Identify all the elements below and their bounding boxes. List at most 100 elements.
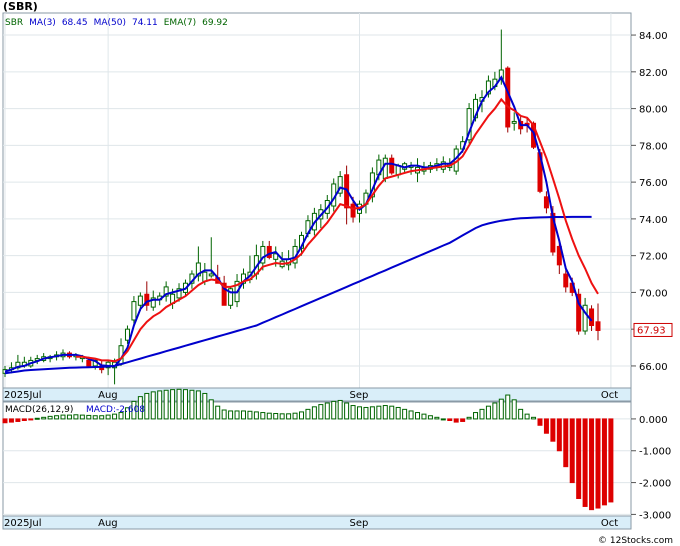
- macd-bar-positive: [466, 416, 472, 420]
- macd-bar-negative: [28, 418, 34, 421]
- macd-bar-positive: [305, 408, 311, 420]
- macd-bar-positive: [34, 417, 40, 420]
- price-tick-label: 76.00: [639, 178, 668, 189]
- macd-bar-negative: [2, 418, 8, 424]
- macd-bar-positive: [79, 414, 85, 420]
- price-panel-frame: [2, 12, 632, 389]
- macd-x-tick-label: 2025Jul: [4, 518, 42, 529]
- macd-bar-positive: [189, 389, 195, 420]
- macd-bar-negative: [582, 418, 588, 507]
- macd-bar-positive: [318, 404, 324, 420]
- macd-bar-positive: [253, 411, 259, 420]
- candle: [563, 266, 569, 293]
- candle: [176, 283, 182, 302]
- macd-bar-positive: [131, 400, 137, 420]
- macd-bar-positive: [105, 414, 111, 420]
- candle: [163, 281, 169, 302]
- candle-body-up: [176, 288, 182, 299]
- macd-bar-positive: [73, 414, 79, 420]
- candle: [556, 240, 562, 275]
- price-tick-label: 72.00: [639, 252, 668, 263]
- candle: [576, 288, 582, 335]
- price-tick-label: 82.00: [639, 68, 668, 79]
- macd-bar-positive: [369, 406, 375, 420]
- macd-label: MACD(26,12,9): [5, 405, 73, 415]
- macd-bar-positive: [518, 408, 524, 420]
- price-panel: 84.00 82.00 80.00 78.00 76.00 74.00 72.00 70.00…: [2, 12, 668, 389]
- macd-bar-positive: [247, 410, 253, 420]
- macd-bar-positive: [286, 413, 292, 420]
- candle: [195, 246, 201, 282]
- series-line-ma-50: [4, 215, 592, 375]
- macd-bar-positive: [273, 413, 279, 420]
- candle-body-down: [144, 293, 150, 306]
- price-tick-label: 80.00: [639, 105, 668, 116]
- candle-body-up: [131, 301, 137, 321]
- macd-tick-label: 0.000: [639, 415, 668, 426]
- candle-body-up: [337, 176, 343, 194]
- macd-tick-label: -3.000: [639, 510, 671, 521]
- macd-bar-positive: [157, 390, 163, 420]
- price-tick-label: 74.00: [639, 215, 668, 226]
- series-line-ma-3: [4, 75, 593, 373]
- macd-bar-positive: [228, 410, 234, 420]
- macd-bar-positive: [440, 418, 446, 421]
- macd-bar-positive: [47, 415, 53, 420]
- macd-bar-positive: [150, 391, 156, 420]
- last-price-tag-box: [633, 322, 673, 337]
- candle-body-up: [582, 304, 588, 332]
- macd-bar-positive: [498, 398, 504, 420]
- macd-bar-positive: [221, 409, 227, 420]
- macd-panel: 0.000 -1.000 -2.000 -3.000: [2, 388, 671, 521]
- candle-body-up: [382, 157, 388, 179]
- macd-bar-positive: [524, 413, 530, 420]
- macd-bar-positive: [137, 396, 143, 420]
- candle: [260, 240, 266, 271]
- macd-tick-label: -2.000: [639, 479, 671, 490]
- macd-bar-negative: [15, 418, 21, 422]
- macd-bar-positive: [124, 407, 130, 420]
- macd-bar-negative: [537, 418, 543, 426]
- macd-bar-positive: [260, 412, 266, 420]
- macd-bar-positive: [421, 413, 427, 420]
- candle-body-up: [208, 273, 214, 277]
- macd-bar-positive: [240, 410, 246, 420]
- macd-bar-positive: [382, 405, 388, 420]
- macd-x-tick-label: Aug: [98, 518, 118, 529]
- macd-bar-positive: [195, 390, 201, 420]
- macd-bar-positive: [299, 411, 304, 420]
- price-x-axis: 2025Jul Aug Sep Oct: [4, 390, 618, 401]
- macd-bar-positive: [208, 399, 214, 420]
- macd-bar-positive: [331, 400, 337, 420]
- macd-bar-positive: [479, 408, 485, 420]
- macd-bar-positive: [176, 388, 182, 420]
- macd-value-label: MACD:-2.608: [86, 405, 145, 415]
- macd-bar-positive: [266, 412, 272, 420]
- legend-entry: 68.45: [62, 18, 88, 28]
- candle-body-up: [137, 295, 143, 306]
- macd-x-axis-band: [2, 515, 632, 530]
- macd-bar-positive: [376, 405, 382, 420]
- macd-bar-negative: [543, 418, 549, 434]
- macd-bar-positive: [505, 394, 511, 420]
- macd-bar-positive: [54, 415, 60, 420]
- macd-bar-negative: [8, 418, 14, 423]
- price-x-tick-label: Sep: [350, 390, 369, 401]
- candle-body-down: [576, 293, 582, 332]
- candle: [144, 281, 150, 311]
- macd-bar-positive: [279, 413, 285, 420]
- candle: [582, 297, 588, 335]
- candle: [337, 171, 343, 197]
- candle: [511, 112, 517, 131]
- candle-body-up: [195, 262, 201, 277]
- macd-bar-positive: [182, 389, 188, 420]
- candle-body-down: [589, 308, 595, 326]
- candle: [266, 240, 272, 260]
- candle-body-up: [466, 108, 472, 141]
- macd-bar-positive: [163, 389, 169, 420]
- macd-bar-positive: [215, 405, 221, 420]
- macd-bar-negative: [601, 418, 607, 506]
- legend-entry: 74.11: [132, 18, 158, 28]
- price-x-tick-label: Oct: [601, 390, 618, 401]
